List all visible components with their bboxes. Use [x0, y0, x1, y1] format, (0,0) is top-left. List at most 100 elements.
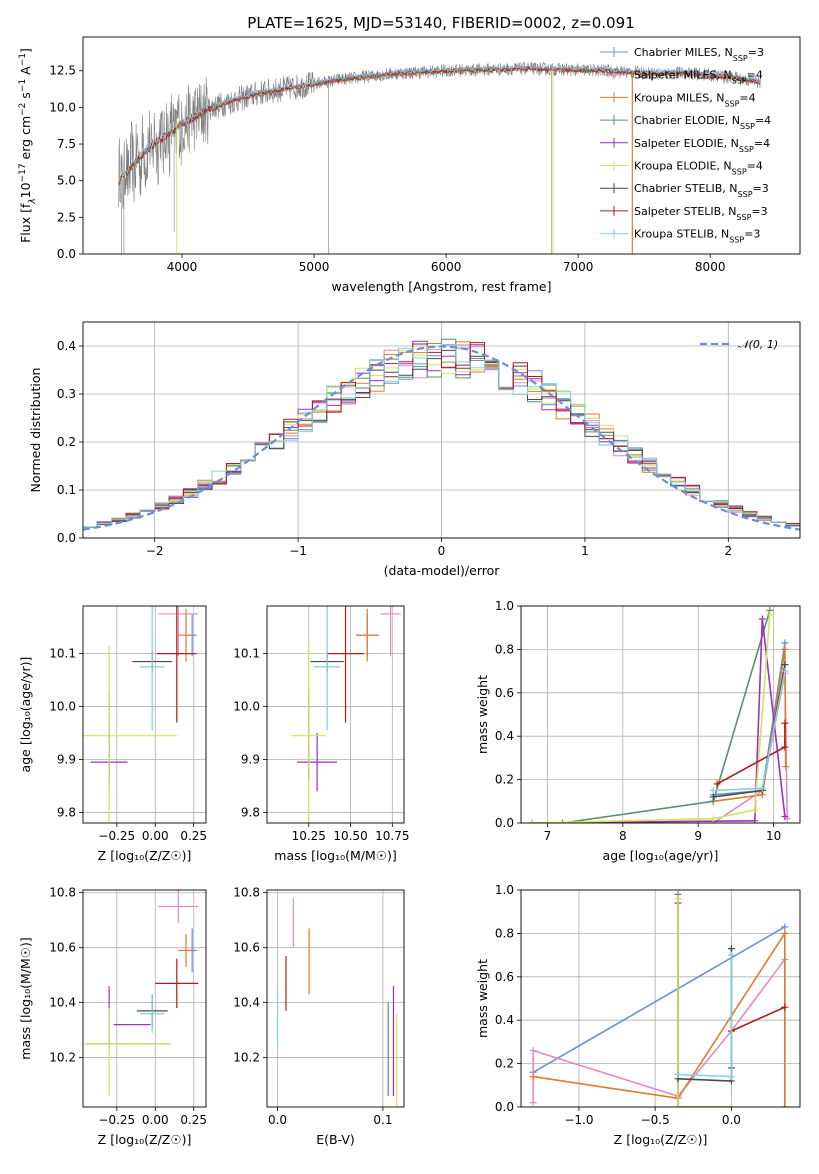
y-tick-label: 10.0	[49, 700, 76, 714]
figure-title: PLATE=1625, MJD=53140, FIBERID=0002, z=0…	[247, 14, 634, 32]
legend-value: =3	[753, 182, 769, 195]
massweight_vs_age-panel: 7 8 9 10 0.0 0.2 0.4 0.6 0.8 1.0 age [log₁₀(age/yr…	[475, 599, 801, 863]
x-axis-label: (data-model)/error	[384, 563, 501, 578]
legend-label-salpeter_elodie: Salpeter ELODIE, NSSP=4	[634, 137, 770, 154]
y-tick-label: 10.2	[233, 1051, 260, 1065]
chart-panels: 4000 5000 6000 7000 80000.02.55.07.510.012.5…	[18, 36, 801, 1147]
plot-area	[83, 338, 800, 531]
plot-area	[276, 898, 398, 1107]
legend-label-normal: 𝒩(0, 1)	[738, 338, 778, 351]
mass_vs_Z-panel: −0.25 0.00 0.25 10.2 10.4 10.6 10.8 Z [log₁₀(Z/…	[18, 886, 207, 1147]
x-tick-label: −0.25	[98, 829, 135, 843]
y-tick-label: 9.9	[57, 752, 76, 766]
x-tick-label: 10.50	[333, 829, 367, 843]
legend-label-chabrier_stelib: Chabrier STELIB, NSSP=3	[634, 182, 769, 199]
x-tick-label: 10	[766, 829, 781, 843]
legend-text: Kroupa MILES, N	[634, 91, 724, 104]
x-tick-label: 9	[694, 829, 702, 843]
plot-area	[292, 606, 401, 823]
weight-line-kroupa_elodie	[532, 614, 771, 823]
y-tick-label: 10.1	[49, 647, 76, 661]
weight-marker-salpeter_miles	[529, 1099, 537, 1107]
x-tick-label: 0.00	[142, 829, 169, 843]
x-tick-label: 2	[724, 544, 732, 558]
y-tick-label: 10.0	[49, 100, 76, 114]
y-tick-label: 0.2	[495, 1057, 514, 1071]
y-axis-label: age [log₁₀(age/yr)]	[18, 657, 33, 773]
weight-marker-salpeter_elodie	[751, 817, 759, 823]
model-spectrum-kroupa_stelib	[118, 64, 761, 183]
legend-subscript: SSP	[732, 76, 747, 85]
legend-value: =3	[748, 46, 764, 59]
x-tick-label: 7000	[563, 260, 594, 274]
x-axis-label: Z [log₁₀(Z/Z☉)]	[98, 1132, 192, 1147]
y-tick-label: 0.1	[57, 483, 76, 497]
y-tick-label: 7.5	[57, 137, 76, 151]
weight-marker-kroupa_stelib	[727, 951, 735, 959]
x-axis-label: age [log₁₀(age/yr)]	[603, 848, 719, 863]
y-axis-label-part: −2	[18, 103, 28, 116]
weight-marker-kroupa_elodie	[766, 611, 774, 619]
weight-marker-kroupa_stelib	[758, 784, 766, 792]
x-tick-label: 10.25	[292, 829, 326, 843]
weight-marker-chabrier_elodie	[558, 819, 566, 823]
y-tick-label: 0.8	[495, 926, 514, 940]
y-tick-label: 2.5	[57, 210, 76, 224]
weight-marker-kroupa_stelib	[709, 786, 717, 794]
y-tick-label: 0.0	[495, 816, 514, 830]
axes-frame	[266, 605, 405, 824]
weight-marker-salpeter_stelib	[781, 743, 789, 751]
y-tick-label: 10.8	[233, 886, 260, 900]
legend-text: Salpeter ELODIE, N	[634, 137, 739, 150]
normal-curve	[83, 345, 800, 531]
y-tick-label: 10.8	[49, 886, 76, 900]
legend-label-kroupa_stelib: Kroupa STELIB, NSSP=3	[634, 228, 760, 245]
legend-value: =4	[747, 69, 763, 82]
axes-frame	[82, 321, 801, 539]
x-tick-label: −0.25	[98, 1113, 135, 1127]
y-tick-label: 9.8	[57, 805, 76, 819]
weight-marker-salpeter_miles	[529, 1047, 537, 1055]
x-tick-label: 4000	[167, 260, 198, 274]
x-axis-label: wavelength [Angstrom, rest frame]	[331, 279, 551, 294]
x-tick-label: 0	[438, 544, 446, 558]
y-axis-label-part: 10	[18, 182, 33, 198]
axes-frame	[82, 36, 801, 255]
residuals-panel: −2 −1 0 1 2 0.0 0.1 0.2 0.3 0.4 (data-model)/error…	[28, 321, 801, 578]
y-tick-label: 0.2	[495, 773, 514, 787]
legend-text: Kroupa STELIB, N	[634, 228, 729, 241]
axes-frame	[266, 889, 405, 1108]
y-tick-label: 0.6	[495, 970, 514, 984]
x-tick-label: 1	[581, 544, 589, 558]
age_vs_mass-panel: 10.25 10.50 10.75 9.8 9.9 10.0 10.1 mass [log₁₀…	[233, 605, 409, 863]
legend-text: Chabrier STELIB, N	[634, 182, 738, 195]
weight-marker-chabrier_stelib	[727, 945, 735, 953]
axes-frame	[82, 889, 207, 1108]
x-tick-label: 5000	[299, 260, 330, 274]
axes-frame	[520, 889, 801, 1108]
weight-line-chabrier_miles	[532, 926, 786, 1073]
y-tick-label: 1.0	[495, 599, 514, 613]
weight-marker-kroupa_elodie	[674, 895, 682, 903]
x-tick-label: 0.0	[268, 1113, 287, 1127]
y-tick-label: 10.4	[49, 996, 76, 1010]
y-tick-label: 12.5	[49, 64, 76, 78]
y-tick-label: 0.2	[57, 435, 76, 449]
weight-marker-kroupa_stelib	[781, 667, 789, 675]
y-axis-label: mass [log₁₀(M/M☉)]	[18, 937, 33, 1059]
x-tick-label: 0.00	[142, 1113, 169, 1127]
weight-marker-chabrier_stelib	[709, 793, 717, 801]
y-axis-label-part: −1	[18, 79, 28, 92]
x-tick-label: 0.25	[180, 1113, 207, 1127]
weight-marker-chabrier_stelib	[781, 661, 789, 669]
x-tick-label: 0.1	[373, 1113, 392, 1127]
legend-text: Chabrier ELODIE, N	[634, 114, 740, 127]
y-tick-label: 0.4	[495, 729, 514, 743]
weight-marker-kroupa_miles	[781, 1103, 789, 1107]
weight-marker-kroupa_elodie	[709, 815, 717, 823]
legend-label-salpeter_miles: Salpeter MILES, NSSP=4	[634, 69, 763, 86]
axes-frame	[82, 605, 207, 824]
legend-text: Salpeter MILES, N	[634, 69, 732, 82]
y-tick-label: 10.2	[49, 1051, 76, 1065]
